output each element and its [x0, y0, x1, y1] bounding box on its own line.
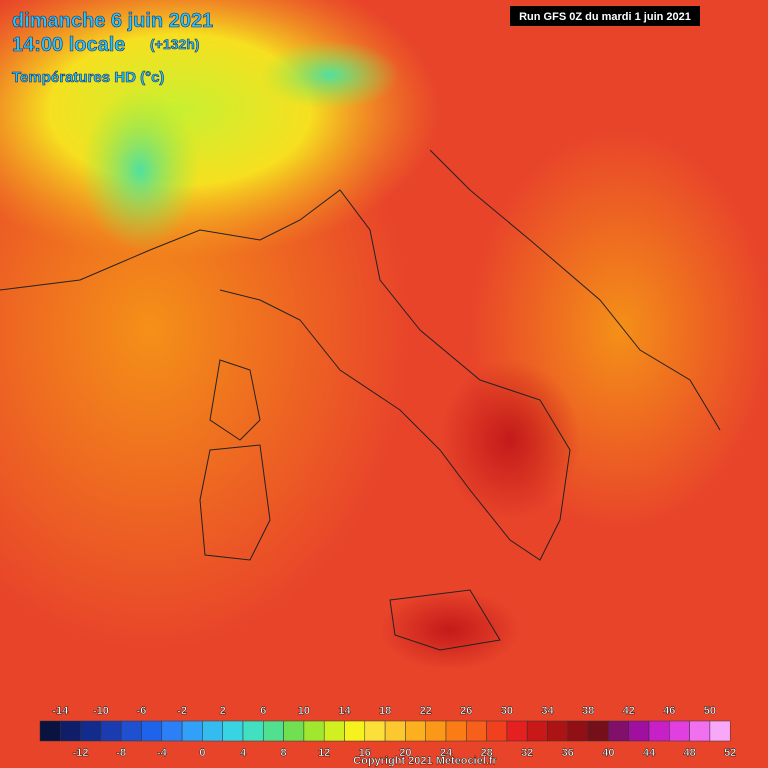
legend-label: 44 [643, 747, 656, 759]
legend-swatch [547, 720, 569, 742]
legend-label: 18 [379, 705, 391, 717]
balkan-coast [429, 149, 721, 431]
legend-label: 10 [298, 705, 310, 717]
legend-swatch [384, 720, 406, 742]
date: dimanche 6 juin 2021 [12, 10, 213, 32]
corsica [209, 359, 261, 441]
legend-label: 32 [521, 747, 533, 759]
legend-swatch [222, 720, 244, 742]
legend-label: 30 [501, 705, 513, 717]
legend-swatch [648, 720, 670, 742]
legend-swatch [608, 720, 629, 742]
lead: (+132h) [150, 36, 199, 52]
run-box [510, 6, 700, 26]
legend-label: 36 [562, 747, 574, 759]
legend-label: 28 [480, 747, 492, 759]
legend-label: 22 [420, 705, 432, 717]
time: 14:00 locale [12, 34, 125, 56]
legend-swatch [466, 720, 487, 742]
legend-label: -12 [73, 747, 89, 759]
legend-swatch [669, 720, 690, 742]
legend-label: 38 [582, 705, 594, 717]
legend-label: 4 [240, 747, 247, 759]
legend-swatch [689, 720, 711, 742]
legend-label: -10 [93, 705, 109, 717]
legend-label: 40 [602, 747, 614, 759]
legend-label: 2 [220, 705, 226, 717]
legend-swatch [344, 720, 366, 742]
legend-swatch [80, 720, 102, 742]
legend-swatch [283, 720, 305, 742]
coastlines [0, 149, 721, 651]
copyright: Copyright 2021 Meteociel.fr [353, 755, 497, 767]
legend-swatch [364, 720, 386, 742]
legend-swatch [323, 720, 345, 742]
cold-area [80, 90, 200, 250]
legend-swatch [100, 720, 122, 742]
legend-swatch [506, 720, 528, 742]
legend-label: 42 [623, 705, 635, 717]
legend-label: 8 [281, 747, 287, 759]
legend-label: 52 [724, 747, 736, 759]
legend-swatch [263, 720, 284, 742]
legend-swatch [567, 720, 589, 742]
hot-area [380, 590, 520, 670]
legend-swatch [141, 720, 163, 742]
legend: -14 -10 -6 -2 2 6 10 14 18 22 26 30 34 38 42 46 50-12 -8-… [39, 705, 737, 759]
legend-swatch [120, 720, 142, 742]
legend-swatch [303, 720, 325, 742]
legend-label: 14 [338, 705, 351, 717]
legend-swatch [587, 720, 609, 742]
legend-label: -8 [116, 747, 126, 759]
sicily [389, 589, 501, 651]
legend-label: -6 [137, 705, 147, 717]
sardinia [199, 444, 271, 561]
legend-label: 48 [683, 747, 695, 759]
legend-swatch [60, 720, 81, 742]
legend-label: 46 [663, 705, 675, 717]
legend-swatch [445, 720, 467, 742]
legend-label: 24 [440, 747, 453, 759]
legend-swatch [242, 720, 264, 742]
legend-label: 12 [318, 747, 330, 759]
legend-swatch [526, 720, 548, 742]
legend-label: 26 [460, 705, 472, 717]
legend-label: 20 [399, 747, 411, 759]
legend-swatch [425, 720, 447, 742]
legend-swatch [405, 720, 426, 742]
legend-swatch [202, 720, 223, 742]
legend-swatch [181, 720, 203, 742]
legend-swatch [39, 720, 61, 742]
legend-swatch [486, 720, 508, 742]
legend-label: -2 [177, 705, 187, 717]
legend-swatch [161, 720, 183, 742]
coast [0, 189, 571, 561]
legend-label: -4 [157, 747, 168, 759]
hot-area [440, 360, 580, 520]
cold-area [260, 40, 400, 110]
legend-swatch [628, 720, 650, 742]
legend-label: 50 [704, 705, 716, 717]
legend-swatch [709, 720, 731, 742]
legend-label: 34 [541, 705, 554, 717]
legend-label: 16 [359, 747, 371, 759]
legend-label: 6 [260, 705, 266, 717]
legend-label: -14 [52, 705, 69, 717]
legend-label: 0 [199, 747, 205, 759]
field: Températures HD (°c) [12, 69, 164, 86]
run-label: Run GFS 0Z du mardi 1 juin 2021 [519, 11, 691, 23]
